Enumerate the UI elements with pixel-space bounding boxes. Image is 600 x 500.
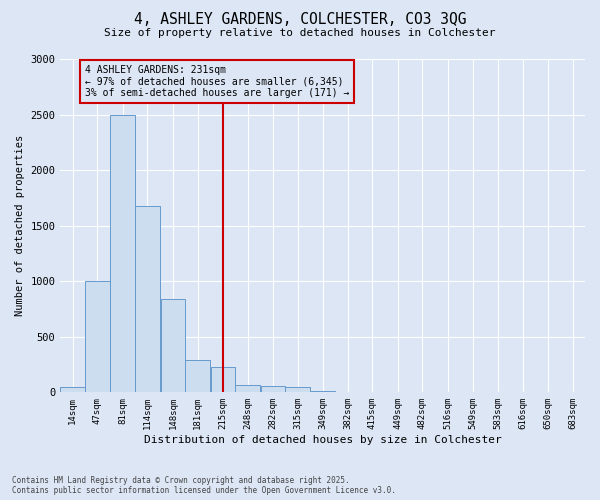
Bar [110,114,135,392]
Text: Contains HM Land Registry data © Crown copyright and database right 2025.
Contai: Contains HM Land Registry data © Crown c… [12,476,396,495]
Bar [211,368,235,392]
Bar [135,206,160,392]
Text: 4, ASHLEY GARDENS, COLCHESTER, CO3 3QG: 4, ASHLEY GARDENS, COLCHESTER, CO3 3QG [134,12,466,28]
Bar [235,384,260,392]
Bar [260,386,286,392]
Text: Size of property relative to detached houses in Colchester: Size of property relative to detached ho… [104,28,496,38]
Bar [85,281,110,392]
Text: 4 ASHLEY GARDENS: 231sqm
← 97% of detached houses are smaller (6,345)
3% of semi: 4 ASHLEY GARDENS: 231sqm ← 97% of detach… [85,64,349,98]
Bar [286,387,310,392]
X-axis label: Distribution of detached houses by size in Colchester: Distribution of detached houses by size … [144,435,502,445]
Y-axis label: Number of detached properties: Number of detached properties [15,135,25,316]
Bar [61,388,85,392]
Bar [161,299,185,392]
Bar [185,360,210,392]
